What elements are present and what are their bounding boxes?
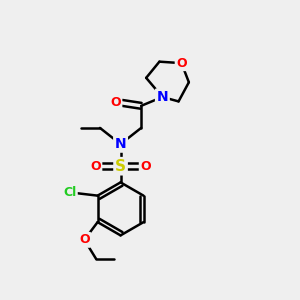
Text: N: N <box>115 137 126 151</box>
Text: O: O <box>110 96 121 110</box>
Text: O: O <box>90 160 101 173</box>
Text: O: O <box>176 57 187 70</box>
Text: N: N <box>157 90 168 104</box>
Text: S: S <box>115 159 126 174</box>
Text: O: O <box>140 160 151 173</box>
Text: Cl: Cl <box>63 186 76 199</box>
Text: O: O <box>79 233 90 246</box>
